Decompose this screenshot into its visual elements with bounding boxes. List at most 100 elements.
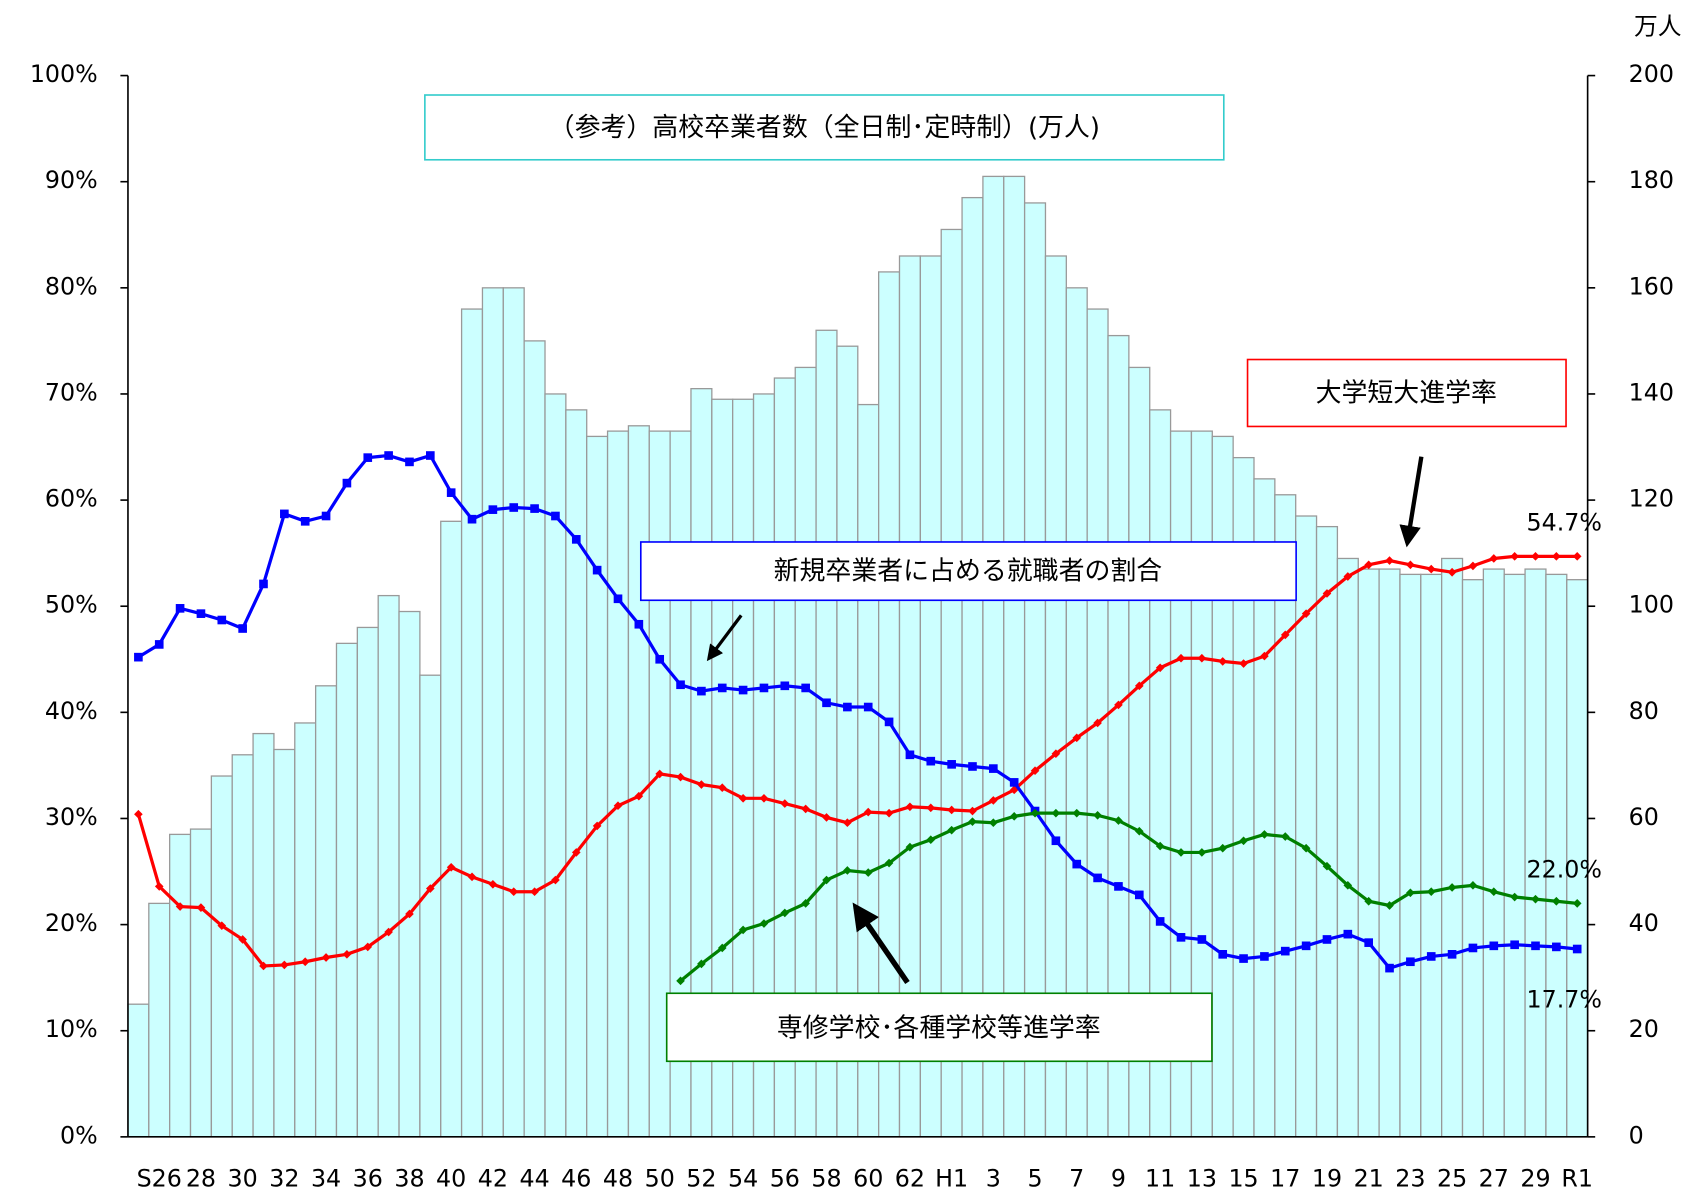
marker: [551, 511, 560, 521]
marker: [1218, 949, 1228, 959]
x-tick-label: 32: [269, 1165, 299, 1193]
label-box: [1246, 358, 1567, 428]
y-tick-label: 50%: [45, 591, 98, 619]
marker: [1114, 816, 1123, 825]
marker: [822, 698, 831, 708]
bar: [1378, 568, 1401, 1138]
marker: [1155, 917, 1165, 926]
marker: [551, 875, 560, 885]
marker: [905, 842, 915, 852]
x-tick-label: 62: [895, 1165, 925, 1193]
marker: [1468, 881, 1478, 890]
marker: [1280, 630, 1290, 640]
marker: [1176, 653, 1186, 663]
marker: [154, 882, 164, 891]
bar: [1503, 573, 1526, 1138]
bar: [565, 409, 588, 1138]
bar: [398, 610, 421, 1138]
marker: [1239, 659, 1248, 668]
x-tick-label: 13: [1187, 1165, 1217, 1193]
arrow: [706, 614, 743, 662]
marker: [1239, 954, 1248, 963]
y-tick-label: 90%: [45, 166, 98, 194]
marker: [863, 868, 873, 877]
marker: [1426, 952, 1436, 961]
marker: [968, 762, 977, 771]
marker: [1531, 894, 1540, 904]
bar: [440, 520, 463, 1138]
marker: [1572, 552, 1582, 561]
marker: [217, 615, 227, 625]
marker: [1552, 942, 1561, 952]
marker: [1322, 935, 1332, 944]
marker: [238, 624, 247, 633]
marker: [238, 935, 247, 944]
marker: [1489, 887, 1499, 897]
x-tick-label: 21: [1354, 1165, 1384, 1193]
y2-tick-label: 140: [1629, 378, 1674, 406]
bar: [606, 430, 630, 1138]
x-tick-label: 3: [986, 1165, 1001, 1193]
marker: [1572, 944, 1582, 954]
bar: [169, 833, 192, 1138]
marker: [217, 921, 227, 930]
marker: [363, 942, 373, 952]
x-tick-label: 28: [186, 1165, 216, 1193]
bar: [1399, 573, 1422, 1138]
marker: [1406, 957, 1415, 967]
y-tick-label: 70%: [45, 378, 98, 406]
marker: [884, 717, 894, 727]
x-tick-label: 44: [519, 1165, 549, 1193]
bar: [1441, 557, 1464, 1138]
marker: [1197, 935, 1207, 944]
y2-tick-label: 180: [1629, 166, 1674, 194]
marker: [467, 872, 477, 882]
y2-unit: 万人: [1634, 13, 1682, 41]
marker: [1385, 901, 1394, 910]
marker: [1343, 929, 1353, 939]
y-tick-label: 100%: [30, 60, 98, 88]
x-tick-label: 17: [1270, 1165, 1300, 1193]
x-tick-label: 15: [1228, 1165, 1258, 1193]
marker: [1260, 952, 1269, 961]
marker: [1531, 552, 1540, 561]
x-tick-label: 38: [394, 1165, 424, 1193]
marker: [1030, 808, 1040, 818]
y2-tick-label: 0: [1629, 1121, 1644, 1149]
marker: [863, 702, 873, 712]
x-tick-label: 27: [1479, 1165, 1509, 1193]
marker: [1051, 749, 1061, 759]
marker: [717, 783, 727, 793]
marker: [1301, 609, 1311, 618]
marker: [1510, 892, 1519, 902]
marker: [259, 579, 268, 589]
bar: [1482, 568, 1505, 1138]
marker: [759, 793, 769, 803]
marker: [1260, 651, 1269, 661]
marker: [426, 884, 435, 893]
marker: [905, 750, 915, 760]
marker: [280, 960, 289, 970]
marker: [738, 685, 748, 695]
x-tick-label: 25: [1437, 1165, 1467, 1193]
marker: [1343, 572, 1353, 581]
marker: [509, 503, 519, 512]
marker: [488, 505, 498, 514]
y-tick-label: 10%: [45, 1015, 98, 1043]
marker: [1134, 826, 1144, 836]
x-tick-label: 30: [228, 1165, 258, 1193]
x-tick-label: 11: [1145, 1165, 1175, 1193]
marker: [1134, 890, 1144, 900]
marker: [1176, 933, 1186, 942]
marker: [1051, 836, 1061, 846]
bar: [294, 722, 317, 1138]
bar: [1357, 568, 1380, 1138]
y-tick-label: 30%: [45, 803, 98, 831]
marker: [697, 686, 706, 696]
title-box: [424, 94, 1225, 161]
marker: [1510, 940, 1519, 950]
series-label: 大学短大進学率: [1316, 379, 1497, 409]
marker: [926, 756, 936, 766]
bar: [1295, 515, 1318, 1138]
